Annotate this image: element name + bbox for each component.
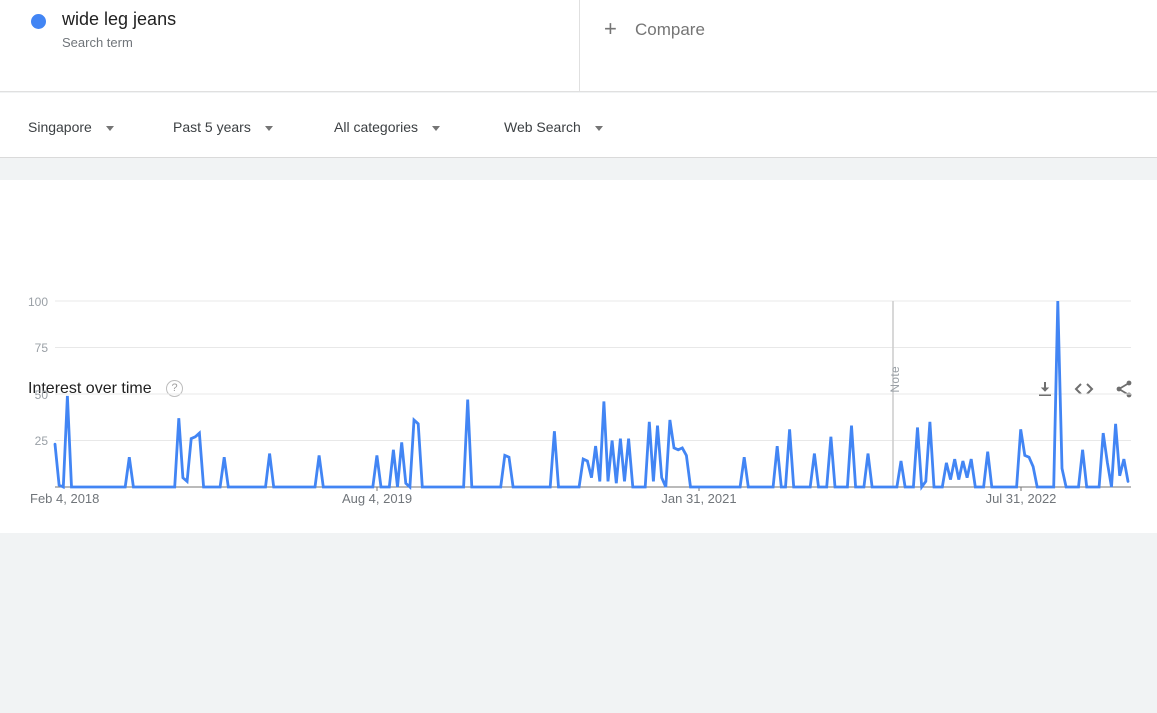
search-term-type: Search term [62, 35, 133, 50]
y-axis-label-25: 25 [34, 434, 48, 448]
chevron-down-icon [432, 125, 441, 131]
chevron-down-icon [594, 125, 603, 131]
y-axis-label-50: 50 [34, 387, 48, 402]
section-gap [0, 157, 1157, 180]
x-axis-label-2: Aug 4, 2019 [341, 491, 413, 506]
x-axis-label-1: Feb 4, 2018 [30, 491, 100, 506]
x-axis-label-4: Jul 31, 2022 [985, 491, 1057, 506]
search-type-dropdown[interactable]: Web Search [504, 117, 603, 137]
embed-icon[interactable] [1074, 379, 1094, 399]
region-dropdown[interactable]: Singapore [28, 117, 114, 137]
interest-over-time-card: Interest over time ? [0, 180, 1157, 533]
series-color-dot-icon [31, 14, 46, 29]
line-chart[interactable] [0, 420, 1157, 713]
search-term-title: wide leg jeans [62, 9, 177, 29]
category-dropdown-label: All categories [334, 119, 419, 135]
search-type-dropdown-label: Web Search [504, 119, 581, 135]
plus-icon: + [604, 16, 617, 41]
share-icon[interactable] [1114, 379, 1134, 399]
y-axis-label-100: 100 [27, 295, 48, 309]
search-term-bar: wide leg jeans Search term + Compare [0, 0, 1157, 92]
time-range-dropdown[interactable]: Past 5 years [173, 117, 273, 137]
y-axis-label-75: 75 [34, 341, 48, 355]
region-dropdown-label: Singapore [28, 119, 92, 135]
x-axis-label-3: Jan 31, 2021 [661, 491, 737, 506]
time-range-dropdown-label: Past 5 years [173, 119, 251, 135]
note-marker-label[interactable]: Note [888, 366, 902, 393]
category-dropdown[interactable]: All categories [334, 117, 441, 137]
compare-label: Compare [635, 20, 705, 39]
chevron-down-icon [264, 125, 273, 131]
download-icon[interactable] [1035, 379, 1055, 399]
filter-bar: Singapore Past 5 years All categories We… [0, 93, 1157, 157]
topbar-divider [579, 0, 580, 92]
help-icon[interactable]: ? [166, 380, 183, 397]
chevron-down-icon [105, 125, 114, 131]
